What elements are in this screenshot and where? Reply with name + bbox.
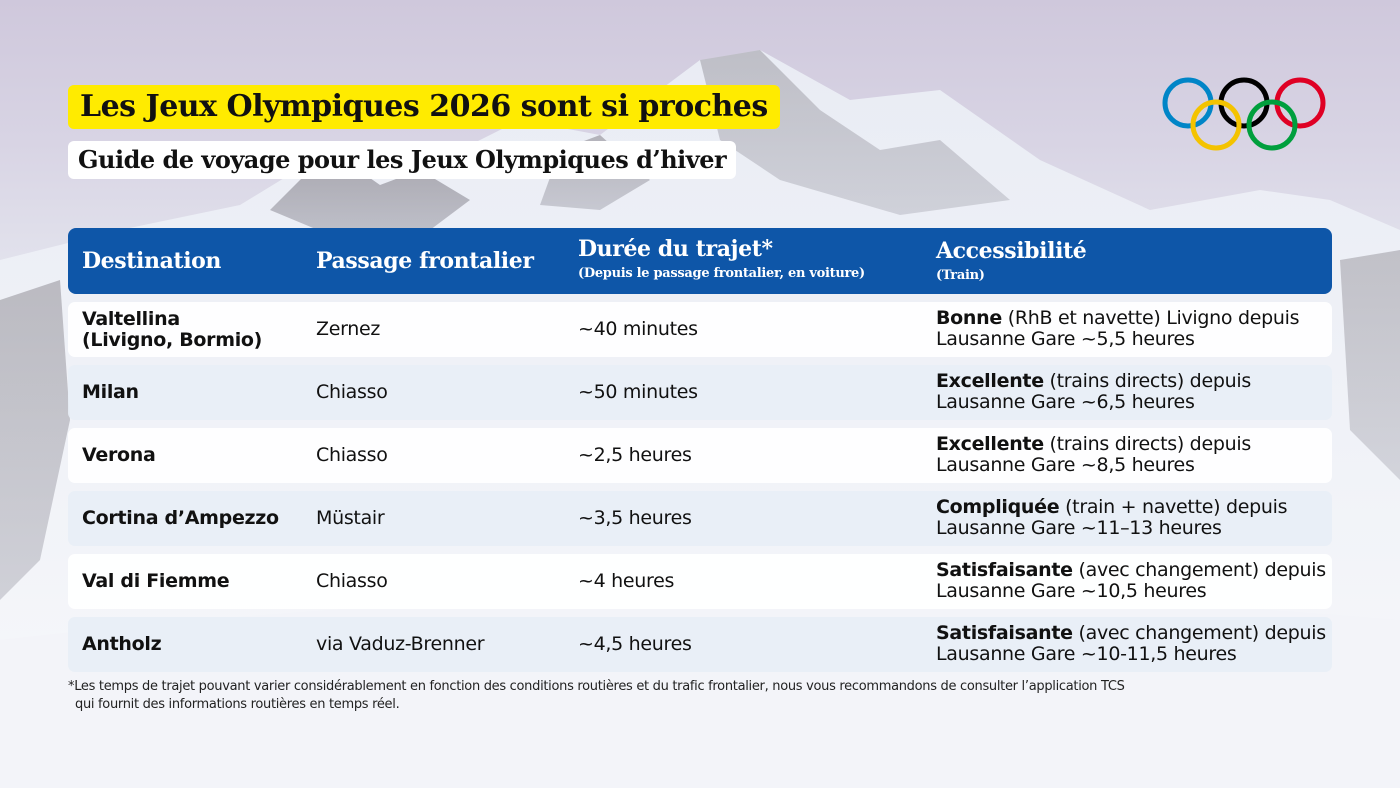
cell-destination: Milan: [82, 381, 139, 403]
cell-duree: ~40 minutes: [578, 318, 698, 340]
cell-passage: via Vaduz-Brenner: [316, 633, 485, 655]
cell-destination: Antholz: [82, 633, 162, 655]
cell-accessibilite: Compliquée (train + navette) depuis Laus…: [936, 496, 1288, 539]
column-header-destination: Destination: [82, 248, 222, 274]
page-title: Les Jeux Olympiques 2026 sont si proches: [68, 85, 780, 129]
cell-accessibilite: Satisfaisante (avec changement) depuis L…: [936, 559, 1326, 602]
cell-accessibilite: Satisfaisante (avec changement) depuis L…: [936, 622, 1326, 665]
footnote: *Les temps de trajet pouvant varier cons…: [68, 679, 1125, 712]
cell-duree: ~50 minutes: [578, 381, 698, 403]
cell-passage: Chiasso: [316, 381, 388, 403]
table-header: Destination Passage frontalier Durée du …: [68, 228, 1332, 294]
cell-accessibilite: Excellente (trains directs) depuis Lausa…: [936, 370, 1251, 413]
travel-table: Destination Passage frontalier Durée du …: [68, 228, 1332, 672]
cell-passage: Chiasso: [316, 570, 388, 592]
cell-passage: Müstair: [316, 507, 385, 529]
olympic-rings-icon: [1160, 75, 1328, 153]
cell-passage: Chiasso: [316, 444, 388, 466]
column-header-duree: Durée du trajet* (Depuis le passage fron…: [578, 236, 865, 281]
cell-duree: ~2,5 heures: [578, 444, 692, 466]
table-row: Valtellina (Livigno, Bormio) Zernez ~40 m…: [68, 302, 1332, 357]
cell-accessibilite: Bonne (RhB et navette) Livigno depuis La…: [936, 307, 1300, 350]
table-row: Verona Chiasso ~2,5 heures Excellente (t…: [68, 428, 1332, 483]
table-row: Val di Fiemme Chiasso ~4 heures Satisfai…: [68, 554, 1332, 609]
cell-destination: Valtellina (Livigno, Bormio): [82, 307, 263, 351]
column-header-accessibilite: Accessibilité (Train): [936, 238, 1087, 283]
table-row: Milan Chiasso ~50 minutes Excellente (tr…: [68, 365, 1332, 420]
cell-destination: Val di Fiemme: [82, 570, 230, 592]
cell-passage: Zernez: [316, 318, 381, 340]
column-header-passage: Passage frontalier: [316, 248, 534, 274]
page-subtitle: Guide de voyage pour les Jeux Olympiques…: [68, 141, 737, 179]
title-block: Les Jeux Olympiques 2026 sont si proches…: [68, 85, 780, 179]
cell-accessibilite: Excellente (trains directs) depuis Lausa…: [936, 433, 1251, 476]
table-row: Cortina d’Ampezzo Müstair ~3,5 heures Co…: [68, 491, 1332, 546]
cell-duree: ~4,5 heures: [578, 633, 692, 655]
cell-duree: ~4 heures: [578, 570, 675, 592]
table-row: Antholz via Vaduz-Brenner ~4,5 heures Sa…: [68, 617, 1332, 672]
cell-destination: Verona: [82, 444, 156, 466]
cell-destination: Cortina d’Ampezzo: [82, 507, 279, 529]
cell-duree: ~3,5 heures: [578, 507, 692, 529]
